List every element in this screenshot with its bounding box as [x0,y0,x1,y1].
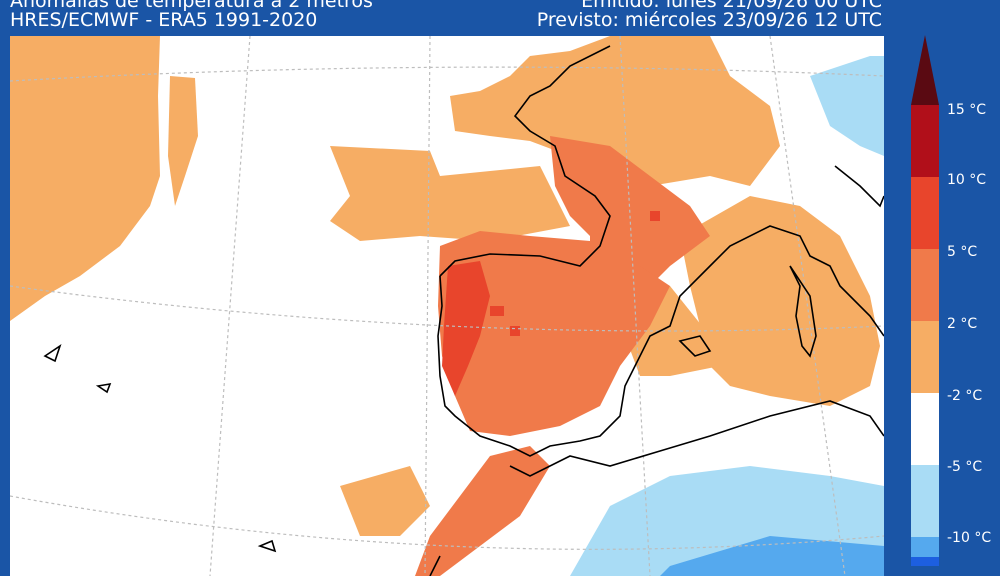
anomaly-region-offshore-south [340,466,430,536]
scale-label-10: 10 °C [947,172,987,188]
map-canvas [10,36,884,576]
scale-label-15: 15 °C [947,102,987,118]
anomaly-region-bay-of-biscay [330,146,570,241]
map-title: Anomalías de temperatura a 2 metros [10,0,373,12]
scale-arrow-top [911,35,939,105]
map-subtitle: HRES/ECMWF - ERA5 1991-2020 [10,9,318,31]
forecast-time: Previsto: miércoles 23/09/26 12 UTC [536,9,882,31]
anomaly-region-atlantic-north [10,36,160,321]
scale-label-minus10: -10 °C [947,530,992,546]
anomaly-region-atlantic-patch [168,76,198,206]
scale-label-minus2: -2 °C [947,388,983,404]
scale-label-2: 2 °C [947,316,978,332]
scale-label-5: 5 °C [947,244,978,260]
anomaly-map [10,36,884,576]
anomaly-region-portugal-hot [442,261,490,396]
anomaly-region-central-med [680,196,880,406]
anomaly-region-iberia [438,231,670,436]
color-scale [911,35,939,566]
scale-label-minus5: -5 °C [947,459,983,475]
anomaly-region-channel [450,36,780,186]
issued-time: Emitido: lunes 21/09/26 00 UTC [581,0,882,12]
anomaly-region-morocco [415,446,550,576]
anomaly-region-north-cold [810,56,884,156]
